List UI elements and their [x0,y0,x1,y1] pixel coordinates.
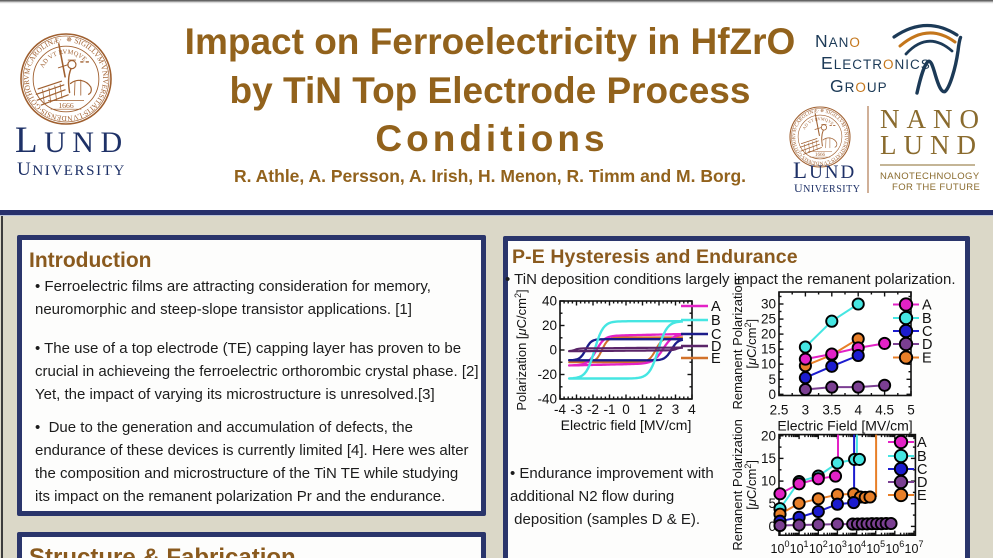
svg-text:B: B [711,313,721,329]
svg-text:4: 4 [688,402,696,417]
svg-text:Remanent Polarization: Remanent Polarization [730,419,745,551]
svg-text:-2: -2 [587,402,599,417]
svg-text:-40: -40 [537,392,557,407]
svg-text:-3: -3 [570,402,582,417]
svg-text:[μC/cm2]: [μC/cm2] [743,319,759,369]
svg-text:UNIVERSITY: UNIVERSITY [794,181,860,195]
svg-text:LUND: LUND [15,120,129,161]
svg-text:3.5: 3.5 [822,403,841,418]
svg-text:20: 20 [542,318,557,333]
svg-text:LUND: LUND [793,158,856,183]
svg-text:2: 2 [655,402,663,417]
svg-text:100: 100 [771,539,790,556]
svg-text:104: 104 [847,539,866,556]
svg-text:4.5: 4.5 [875,403,894,418]
svg-text:Remanent Polarization: Remanent Polarization [730,278,745,410]
svg-text:✵ SIGILLVM∙VNIVERSITATIS∙LVNDE: ✵ SIGILLVM∙VNIVERSITATIS∙LVNDENSIS∙GOTHO… [22,35,110,123]
svg-text:E: E [922,351,932,367]
svg-text:D: D [922,337,932,353]
svg-text:3: 3 [672,402,680,417]
svg-text:2.5: 2.5 [770,403,789,418]
svg-text:C: C [922,324,932,340]
svg-text:-20: -20 [537,367,557,382]
svg-text:107: 107 [905,539,924,556]
svg-text:Polarization [μC/cm2]: Polarization [μC/cm2] [513,289,529,410]
svg-text:0: 0 [768,387,776,402]
svg-text:4: 4 [854,403,862,418]
svg-text:-4: -4 [554,402,566,417]
svg-text:B: B [922,311,932,327]
svg-text:E: E [711,351,721,367]
svg-text:103: 103 [828,539,847,556]
svg-text:0: 0 [768,519,776,534]
svg-text:15: 15 [761,451,776,466]
svg-text:20: 20 [761,428,776,443]
svg-text:A: A [711,299,721,315]
svg-text:B: B [917,449,927,465]
svg-text:3: 3 [802,403,810,418]
svg-text:E: E [917,488,927,504]
svg-text:C: C [711,327,721,343]
svg-text:5: 5 [907,403,915,418]
svg-text:105: 105 [866,539,885,556]
svg-text:[μC/cm2]: [μC/cm2] [743,460,759,510]
svg-text:1666: 1666 [58,101,74,110]
svg-text:25: 25 [761,312,776,327]
svg-text:NANOTECHNOLOGY: NANOTECHNOLOGY [880,171,980,182]
svg-text:Electric Field [MV/cm]: Electric Field [MV/cm] [777,418,912,434]
svg-text:C: C [917,462,927,478]
svg-text:20: 20 [761,327,776,342]
svg-text:Electric field [MV/cm]: Electric field [MV/cm] [561,417,692,433]
svg-text:5: 5 [768,496,776,511]
svg-text:D: D [917,475,927,491]
svg-text:40: 40 [542,294,557,309]
svg-text:1666: 1666 [815,152,826,158]
svg-text:D: D [711,339,721,355]
svg-text:A: A [922,298,932,314]
svg-text:10: 10 [761,474,776,489]
svg-text:0: 0 [549,343,557,358]
svg-text:106: 106 [885,539,904,556]
svg-text:10: 10 [761,357,776,372]
svg-text:0: 0 [622,402,630,417]
svg-text:NANO: NANO [880,104,985,134]
svg-text:102: 102 [809,539,828,556]
svg-text:15: 15 [761,342,776,357]
svg-text:101: 101 [790,539,809,556]
svg-text:LUND: LUND [880,130,983,160]
svg-text:30: 30 [761,297,776,312]
svg-text:5: 5 [768,372,776,387]
svg-text:1: 1 [639,402,647,417]
svg-text:FOR THE FUTURE: FOR THE FUTURE [892,182,980,193]
svg-text:A: A [917,435,927,451]
svg-text:UNIVERSITY: UNIVERSITY [17,159,126,180]
svg-text:Cycles: Cycles [826,555,868,558]
svg-text:-1: -1 [603,402,615,417]
